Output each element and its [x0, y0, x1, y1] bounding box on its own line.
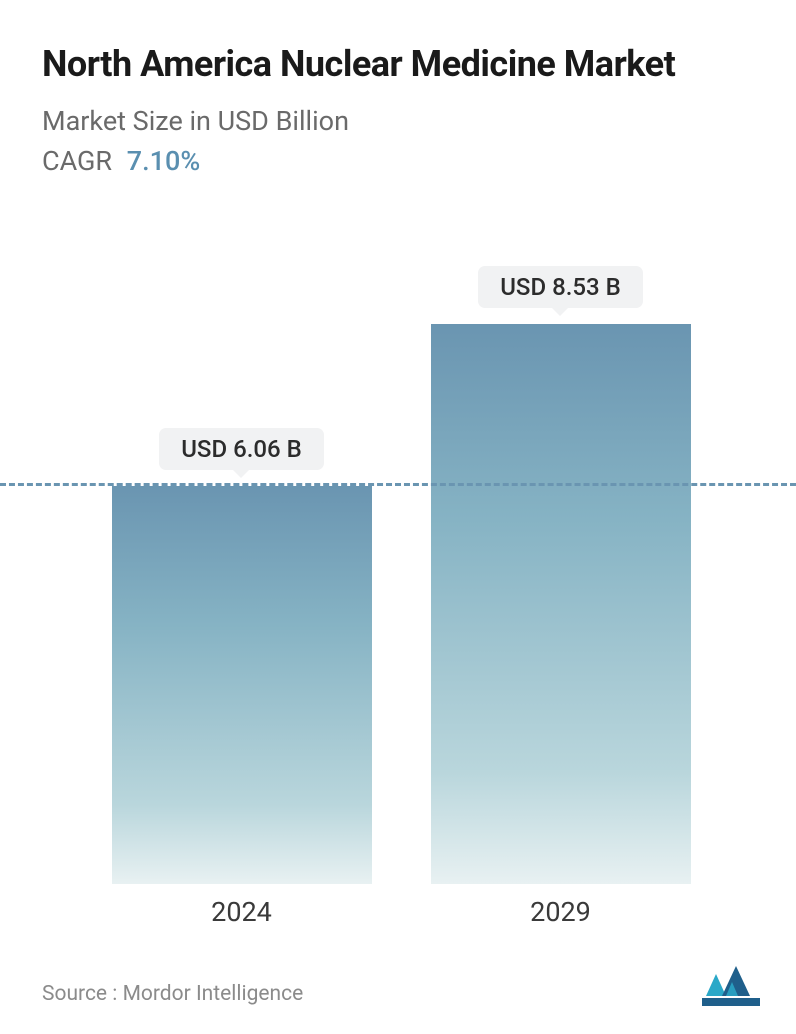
x-axis-label: 2024 — [112, 896, 372, 928]
cagr-value: 7.10% — [127, 145, 200, 177]
chart-plot-area: USD 6.06 B USD 8.53 B 2024 2029 — [42, 213, 760, 940]
value-badge: USD 8.53 B — [478, 266, 643, 308]
reference-line — [0, 483, 796, 486]
bar — [112, 486, 372, 884]
x-axis: 2024 2029 — [42, 884, 760, 940]
cagr-label: CAGR — [42, 145, 112, 177]
value-badge: USD 6.06 B — [159, 428, 324, 470]
bar-group: USD 8.53 B — [431, 266, 691, 884]
cagr-line: CAGR 7.10% — [42, 145, 760, 177]
chart-container: North America Nuclear Medicine Market Ma… — [0, 0, 796, 1034]
brand-logo-icon — [702, 966, 760, 1006]
chart-footer: Source : Mordor Intelligence — [42, 960, 760, 1006]
bars-wrapper: USD 6.06 B USD 8.53 B — [42, 264, 760, 884]
bar — [431, 324, 691, 884]
chart-title: North America Nuclear Medicine Market — [42, 42, 760, 87]
source-text: Source : Mordor Intelligence — [42, 982, 303, 1006]
bar-group: USD 6.06 B — [112, 428, 372, 884]
x-axis-label: 2029 — [431, 896, 691, 928]
chart-subtitle: Market Size in USD Billion — [42, 105, 760, 137]
